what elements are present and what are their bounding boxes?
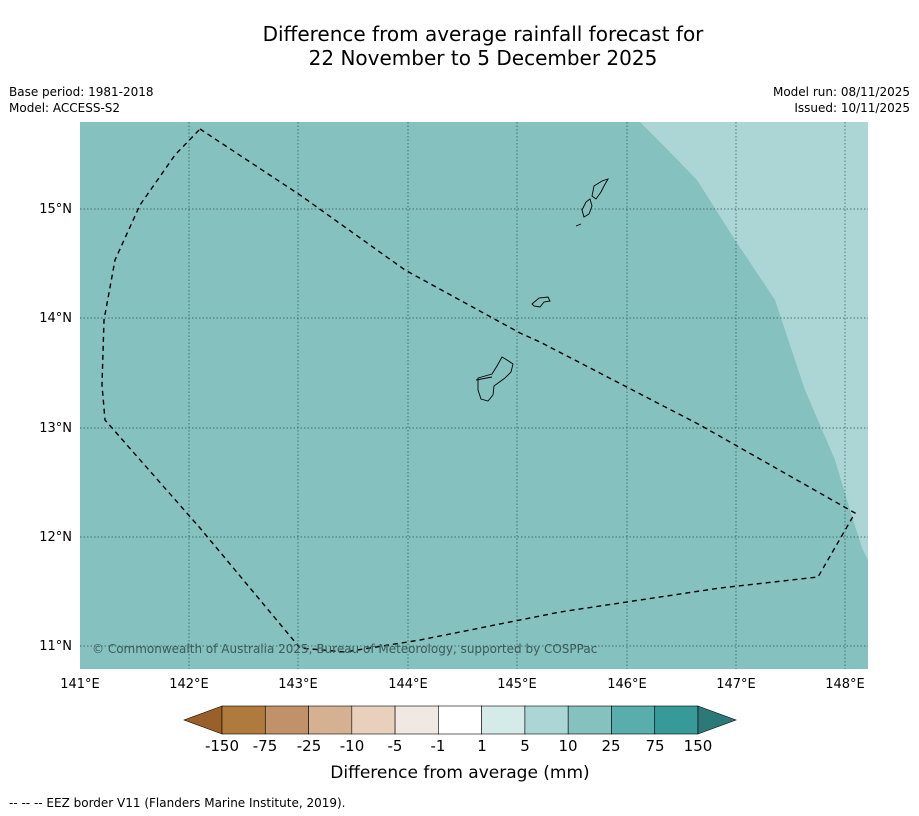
lon-label: 146°E	[607, 677, 647, 692]
colorbar-segment	[481, 705, 526, 735]
graticule	[80, 122, 868, 669]
lon-label: 148°E	[825, 677, 865, 692]
colorbar-tick: 25	[601, 737, 620, 755]
colorbar-extend-low	[183, 705, 223, 735]
model-run: Model run: 08/11/2025	[772, 85, 910, 99]
lat-label: 14°N	[39, 311, 72, 326]
colorbar-segment	[567, 705, 612, 735]
colorbar-segment	[221, 705, 266, 735]
lat-label: 11°N	[39, 639, 72, 654]
lon-labels: 141°E 142°E 143°E 144°E 145°E 146°E 147°…	[60, 677, 865, 692]
colorbar-tick: 5	[520, 737, 530, 755]
colorbar-tick: 75	[645, 737, 664, 755]
lon-label: 144°E	[388, 677, 428, 692]
colorbar-ticks: -150 -75 -25 -10 -5 -1 1 5 10 25 75 150	[205, 737, 712, 755]
colorbar-label: Difference from average (mm)	[330, 763, 589, 783]
colorbar-segment	[438, 705, 482, 735]
lat-labels: 15°N 14°N 13°N 12°N 11°N	[39, 202, 72, 654]
island-aguijan	[575, 223, 582, 227]
lat-label: 12°N	[39, 530, 72, 545]
colorbar-tick: -75	[253, 737, 278, 755]
colorbar-tick: -1	[431, 737, 446, 755]
lon-label: 142°E	[169, 677, 209, 692]
colorbar-tick: -5	[388, 737, 403, 755]
lon-label: 141°E	[60, 677, 100, 692]
colorbar-tick: 1	[477, 737, 487, 755]
colorbar-segment	[654, 705, 699, 735]
colorbar-tick: -150	[205, 737, 239, 755]
eez-footnote: -- -- -- EEZ border V11 (Flanders Marine…	[9, 796, 346, 810]
colorbar-tick: 10	[558, 737, 577, 755]
eez-border	[101, 128, 856, 653]
base-period: Base period: 1981-2018	[9, 85, 154, 99]
island-tinian	[581, 198, 593, 218]
colorbar-segment	[394, 705, 439, 735]
lat-label: 15°N	[39, 202, 72, 217]
lat-label: 13°N	[39, 421, 72, 436]
islands	[475, 178, 609, 402]
lighter-rain-region	[640, 122, 868, 560]
lon-label: 147°E	[716, 677, 756, 692]
colorbar-tick: -10	[340, 737, 365, 755]
colorbar-tick: -25	[297, 737, 322, 755]
colorbar-segment	[351, 705, 396, 735]
colorbar-tick: 150	[684, 737, 713, 755]
colorbar-segment	[611, 705, 656, 735]
colorbar-segment	[308, 705, 353, 735]
model-name: Model: ACCESS-S2	[9, 101, 121, 115]
lon-label: 143°E	[278, 677, 318, 692]
colorbar	[183, 705, 737, 735]
title-line-1: Difference from average rainfall forecas…	[262, 22, 704, 46]
island-saipan	[591, 178, 609, 200]
copyright-text: © Commonwealth of Australia 2025, Bureau…	[92, 642, 597, 656]
meta-left: Base period: 1981-2018 Model: ACCESS-S2	[9, 84, 154, 116]
island-rota	[531, 296, 551, 308]
colorbar-segment	[524, 705, 569, 735]
colorbar-extend-high	[697, 705, 737, 735]
island-guam-peninsula	[475, 376, 493, 381]
lon-label: 145°E	[497, 677, 537, 692]
title-line-2: 22 November to 5 December 2025	[308, 46, 658, 70]
colorbar-segment	[264, 705, 309, 735]
island-guam	[477, 356, 514, 402]
meta-right: Model run: 08/11/2025 Issued: 10/11/2025	[773, 84, 910, 116]
map-title: Difference from average rainfall forecas…	[0, 22, 919, 70]
issued-date: Issued: 10/11/2025	[794, 101, 910, 115]
